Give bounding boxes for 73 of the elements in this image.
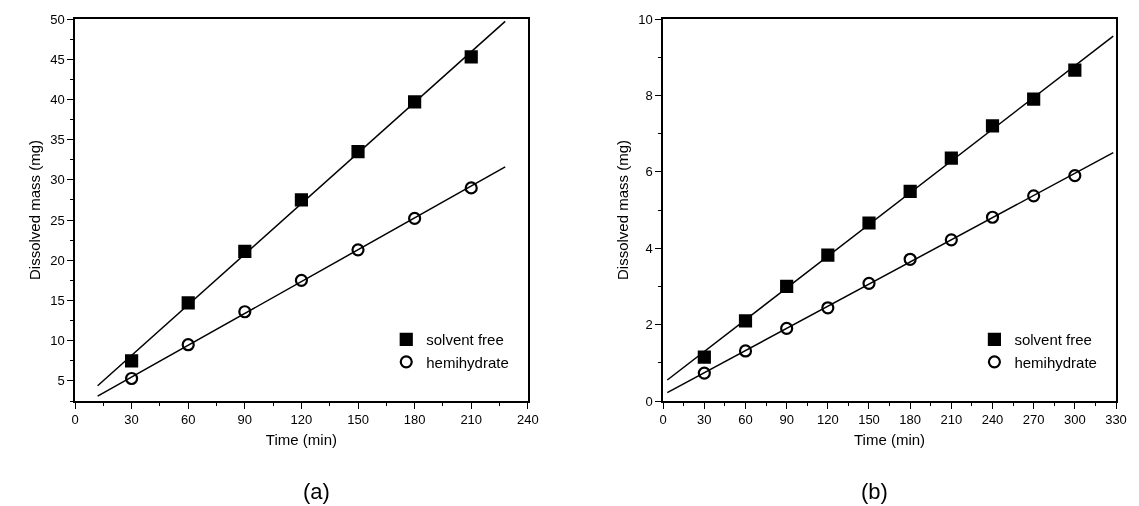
x-tick-label: 150 [347, 412, 369, 428]
point [294, 193, 309, 207]
point [903, 252, 917, 266]
point [408, 211, 422, 226]
x-tick-label: 150 [858, 412, 880, 428]
x-tick-label: 180 [403, 412, 426, 428]
y-tick-label: 15 [50, 293, 65, 309]
text: (b) [861, 479, 888, 504]
x-tick-label: 60 [180, 412, 196, 428]
y-tick-label: 40 [50, 91, 65, 107]
point [985, 210, 1000, 224]
y-tick-label: 35 [50, 132, 65, 148]
x-tick-label: 30 [124, 412, 139, 428]
point [780, 321, 794, 336]
y-tick-label: 20 [50, 252, 65, 268]
x-tick-label: 330 [1105, 412, 1127, 428]
y-tick-label: 10 [638, 11, 653, 27]
point [351, 145, 365, 159]
point [821, 301, 835, 315]
x-tick-label: 210 [940, 412, 963, 428]
point [351, 243, 365, 257]
point [738, 344, 753, 358]
y-tick-label: 30 [50, 172, 65, 188]
x-tick-label: 300 [1063, 412, 1086, 428]
x-tick-label: 180 [899, 412, 922, 428]
point [862, 216, 876, 230]
point [125, 354, 139, 368]
point [985, 119, 1000, 133]
x-tick-label: 240 [981, 412, 1004, 428]
x-tick-label: 120 [290, 412, 313, 428]
x-tick-label: 0 [71, 412, 79, 428]
y-tick-label: 50 [50, 11, 65, 27]
point [181, 338, 195, 352]
point [1027, 189, 1041, 203]
y-tick-label: 2 [645, 317, 653, 333]
x-tick-label: 240 [516, 412, 539, 428]
point [697, 366, 711, 380]
x-tick-label: 90 [779, 412, 794, 428]
x-tick-label: 0 [659, 412, 667, 428]
point [125, 371, 139, 386]
point [697, 350, 711, 364]
x-tick-label: 30 [697, 412, 712, 428]
legend-label: solvent free [426, 331, 504, 349]
y-axis-title: Dissolved mass (mg) [614, 139, 632, 281]
point [944, 233, 958, 247]
point [1068, 169, 1082, 183]
legend-label: hemihydrate [426, 353, 509, 371]
point [464, 181, 478, 195]
text: (a) [303, 479, 330, 504]
point [294, 273, 309, 287]
y-tick-label: 6 [645, 164, 653, 180]
x-tick-label: 270 [1022, 412, 1045, 428]
x-tick-label: 120 [816, 412, 839, 428]
legend-label: solvent free [1014, 331, 1092, 349]
y-tick-label: 5 [57, 373, 65, 389]
y-tick-label: 10 [50, 333, 65, 349]
point [821, 248, 835, 262]
point [862, 276, 876, 290]
legend-label: hemihydrate [1014, 353, 1097, 371]
y-tick-label: 25 [50, 212, 65, 228]
point [464, 50, 478, 64]
point [238, 305, 252, 319]
y-tick-label: 0 [645, 393, 653, 409]
x-tick-label: 60 [738, 412, 753, 428]
y-tick-label: 8 [645, 87, 653, 103]
y-tick-label: 45 [50, 51, 65, 67]
x-axis-title: Time (min) [854, 430, 926, 448]
x-tick-label: 90 [237, 412, 253, 428]
y-axis-title: Dissolved mass (mg) [25, 139, 43, 281]
x-axis-title: Time (min) [265, 430, 337, 448]
point [944, 151, 958, 165]
x-tick-label: 210 [460, 412, 483, 428]
y-tick-label: 4 [645, 240, 653, 256]
